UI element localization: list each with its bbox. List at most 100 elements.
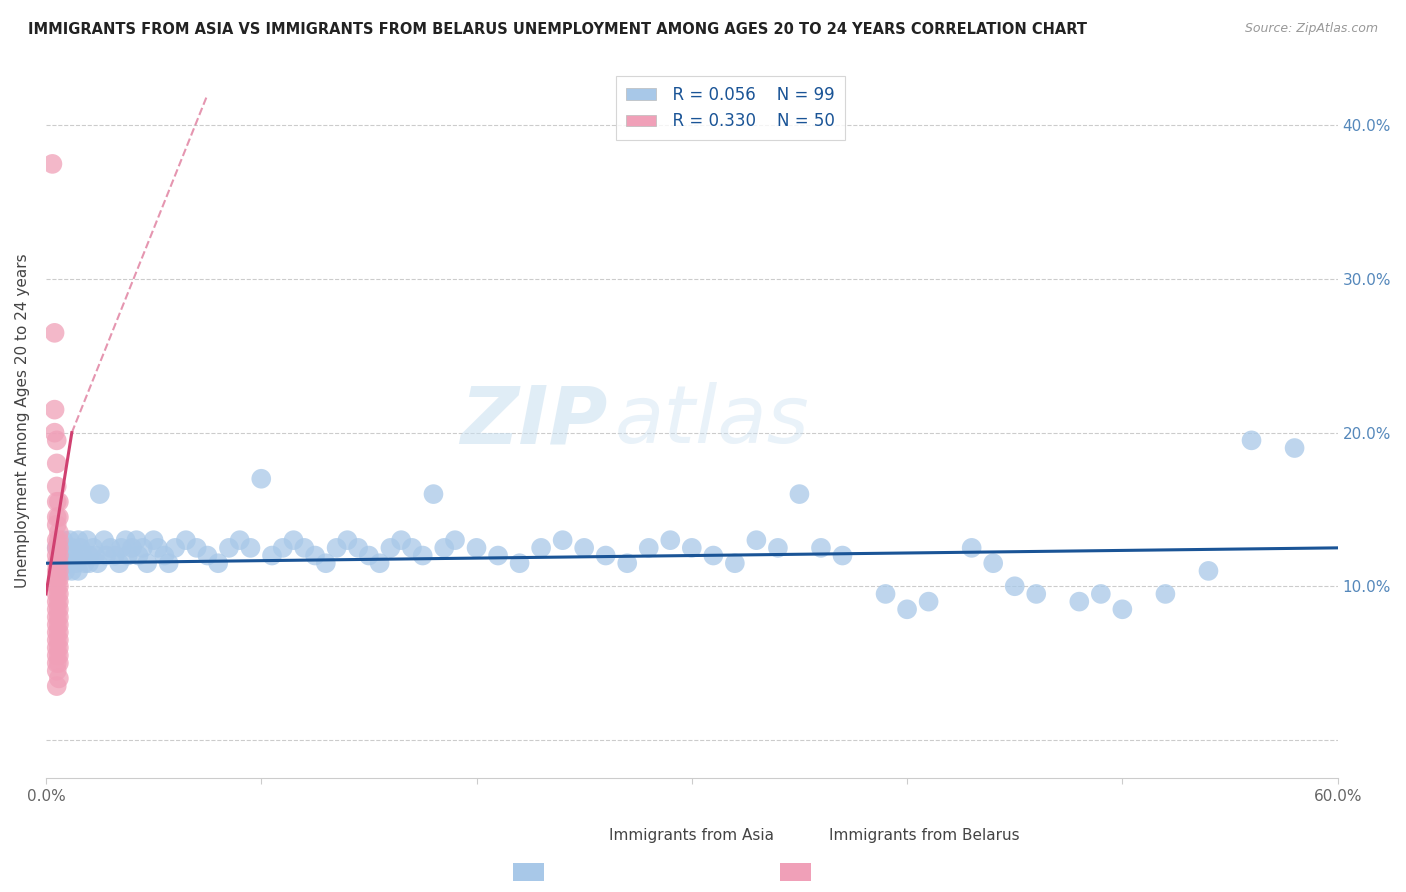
Point [110, 541, 132, 555]
Point [44, 425, 66, 440]
Point [48, 656, 70, 670]
Point [45, 625, 67, 640]
Point [125, 533, 148, 548]
Point [896, 602, 918, 616]
Point [357, 549, 380, 563]
Point [45, 549, 67, 563]
Point [283, 533, 305, 548]
Point [45, 517, 67, 532]
Point [637, 541, 659, 555]
Point [117, 549, 139, 563]
Point [48, 587, 70, 601]
Point [82, 541, 104, 555]
Point [174, 533, 197, 548]
Text: Immigrants from Belarus: Immigrants from Belarus [830, 829, 1019, 843]
Point [745, 533, 768, 548]
Point [45, 648, 67, 663]
Point [486, 549, 509, 563]
Point [53, 564, 76, 578]
Point [121, 541, 143, 555]
Point [48, 672, 70, 686]
Point [69, 541, 91, 555]
Point [49, 556, 72, 570]
Point [76, 533, 98, 548]
Point [433, 541, 456, 555]
Point [250, 472, 273, 486]
Point [73, 556, 96, 570]
Text: atlas: atlas [614, 382, 808, 460]
Point [1004, 579, 1026, 593]
Point [56, 549, 79, 563]
Point [197, 549, 219, 563]
Point [292, 541, 315, 555]
Point [681, 541, 703, 555]
Point [207, 556, 229, 570]
Point [86, 556, 108, 570]
Point [45, 587, 67, 601]
Point [56, 556, 79, 570]
Point [48, 533, 70, 548]
Point [48, 525, 70, 540]
Point [422, 487, 444, 501]
Point [509, 556, 531, 570]
Point [1069, 594, 1091, 608]
Point [153, 549, 176, 563]
Point [65, 556, 87, 570]
Point [530, 541, 553, 555]
Point [59, 533, 82, 548]
Point [304, 549, 326, 563]
Text: Immigrants from Asia: Immigrants from Asia [609, 829, 775, 843]
Point [48, 648, 70, 663]
Point [186, 541, 208, 555]
Point [551, 533, 574, 548]
Point [45, 602, 67, 616]
Point [218, 541, 240, 555]
Point [810, 541, 832, 555]
Point [595, 549, 617, 563]
Point [45, 495, 67, 509]
Point [45, 633, 67, 648]
Point [72, 549, 94, 563]
Point [981, 556, 1004, 570]
Point [260, 549, 283, 563]
Point [48, 556, 70, 570]
Point [93, 533, 115, 548]
Point [572, 541, 595, 555]
Point [48, 602, 70, 616]
Point [48, 579, 70, 593]
Point [45, 610, 67, 624]
Point [45, 617, 67, 632]
Point [45, 479, 67, 493]
Point [412, 549, 434, 563]
Point [1240, 434, 1263, 448]
Point [52, 533, 75, 548]
Point [44, 402, 66, 417]
Point [48, 510, 70, 524]
Point [44, 326, 66, 340]
Point [465, 541, 488, 555]
Point [1284, 441, 1306, 455]
Point [336, 533, 359, 548]
Point [45, 664, 67, 678]
Point [380, 541, 402, 555]
Point [228, 533, 250, 548]
Point [347, 541, 370, 555]
Point [48, 594, 70, 608]
Point [1198, 564, 1220, 578]
Point [128, 549, 150, 563]
Point [114, 533, 136, 548]
Point [702, 549, 724, 563]
Point [48, 610, 70, 624]
Point [136, 556, 159, 570]
Point [48, 617, 70, 632]
Point [157, 556, 180, 570]
Point [368, 556, 391, 570]
Point [142, 533, 165, 548]
Point [60, 564, 83, 578]
Point [45, 533, 67, 548]
Point [960, 541, 983, 555]
Point [108, 556, 131, 570]
Point [45, 572, 67, 586]
Point [1025, 587, 1047, 601]
Point [659, 533, 682, 548]
